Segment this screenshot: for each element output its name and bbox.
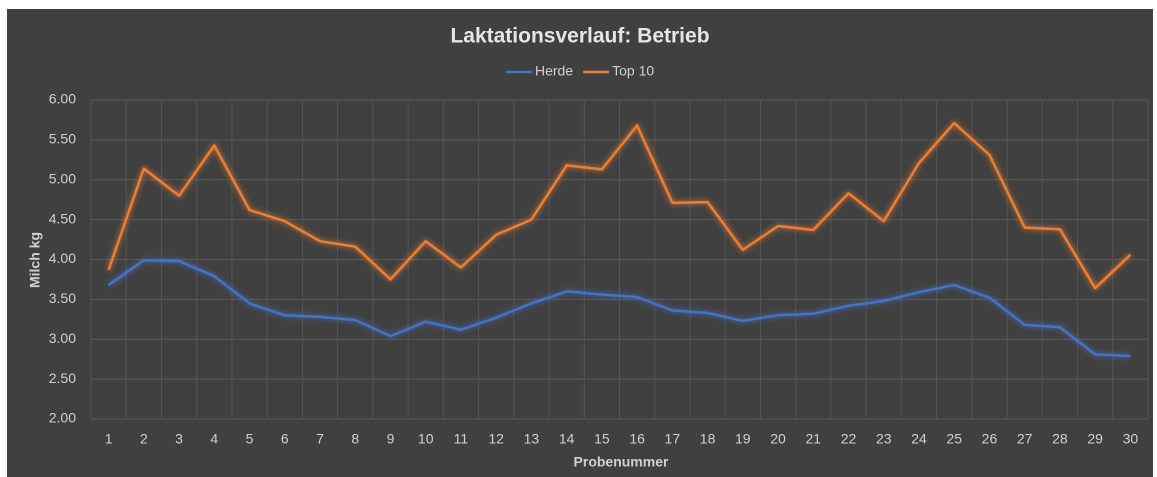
y-tick-label: 3.00	[49, 330, 76, 346]
x-tick-label: 9	[387, 431, 395, 447]
x-tick-label: 30	[1123, 431, 1139, 447]
y-tick-label: 5.50	[49, 131, 76, 147]
x-tick-label: 29	[1087, 431, 1103, 447]
x-tick-label: 23	[876, 431, 892, 447]
x-tick-label: 20	[770, 431, 786, 447]
x-tick-label: 7	[316, 431, 324, 447]
y-axis-title: Milch kg	[27, 232, 43, 288]
x-tick-label: 3	[175, 431, 183, 447]
x-tick-label: 1	[105, 431, 113, 447]
x-tick-label: 15	[594, 431, 610, 447]
x-tick-label: 16	[629, 431, 645, 447]
x-tick-label: 18	[700, 431, 716, 447]
y-tick-label: 2.50	[49, 370, 76, 386]
x-tick-label: 6	[281, 431, 289, 447]
legend-label: Herde	[535, 63, 573, 79]
legend: Herde Top 10	[506, 63, 654, 79]
y-tick-label: 3.50	[49, 290, 76, 306]
x-tick-label: 17	[665, 431, 681, 447]
y-tick-label: 5.00	[49, 170, 76, 186]
y-tick-label: 4.50	[49, 210, 76, 226]
x-tick-label: 11	[454, 431, 469, 447]
x-tick-label: 26	[982, 431, 998, 447]
x-tick-label: 12	[488, 431, 504, 447]
y-tick-label: 2.00	[49, 410, 76, 426]
x-tick-label: 27	[1017, 431, 1033, 447]
x-tick-label: 24	[911, 431, 927, 447]
y-tick-label: 4.00	[49, 250, 76, 266]
x-axis-title: Probenummer	[574, 454, 669, 470]
x-tick-label: 5	[246, 431, 254, 447]
y-tick-label: 6.00	[49, 91, 76, 107]
x-tick-label: 28	[1052, 431, 1068, 447]
x-tick-label: 13	[524, 431, 540, 447]
x-tick-label: 2	[140, 431, 148, 447]
x-tick-label: 10	[418, 431, 434, 447]
x-tick-label: 25	[946, 431, 962, 447]
chart-title: Laktationsverlauf: Betrieb	[450, 25, 709, 48]
x-tick-label: 21	[805, 431, 821, 447]
chart-background	[7, 9, 1153, 477]
grid: 2.002.503.003.504.004.505.005.506.001 2 3 4…	[49, 91, 1149, 447]
x-tick-label: 22	[841, 431, 857, 447]
x-tick-label: 14	[559, 431, 575, 447]
legend-label: Top 10	[612, 63, 654, 79]
x-tick-label: 8	[351, 431, 359, 447]
x-tick-label: 4	[210, 431, 218, 447]
x-tick-label: 19	[735, 431, 751, 447]
series-line	[107, 121, 1132, 290]
series-line	[107, 259, 1131, 358]
plot	[107, 121, 1132, 358]
